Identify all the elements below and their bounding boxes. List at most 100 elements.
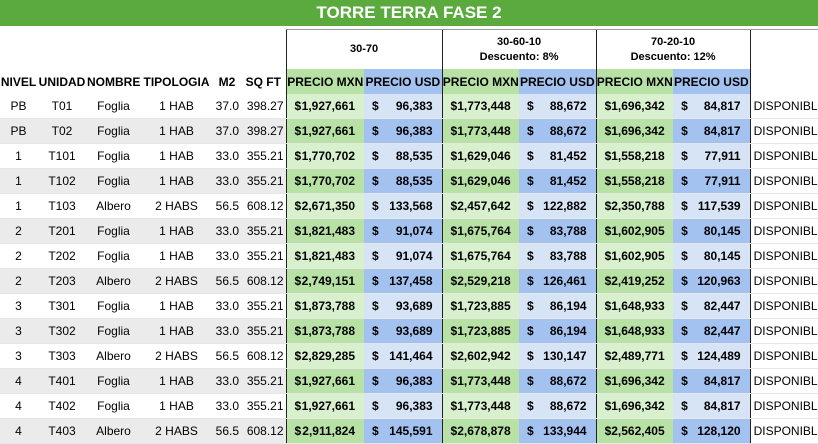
cell-precio-mxn: $1,696,342 (595, 94, 674, 119)
currency-symbol: $ (450, 124, 458, 138)
cell-precio-mxn: $1,821,483 (285, 243, 365, 269)
price-value: 133,568 (389, 199, 433, 213)
cell-sqft: 355.21 (241, 168, 287, 194)
price-value: 84,817 (703, 374, 741, 388)
price-value: 96,383 (395, 374, 433, 388)
cell-precio-usd: $88,535 (364, 168, 443, 194)
table-row: 1 T102 Foglia 1 HAB 33.0 355.21 $1,770,702 $88,… (0, 168, 818, 194)
cell-sqft: 608.12 (241, 343, 287, 369)
currency-symbol: $ (604, 149, 612, 163)
table-row: 1 T101 Foglia 1 HAB 33.0 355.21 $1,770,702 $88,… (0, 143, 818, 169)
cell-tipologia: 1 HAB (140, 243, 213, 269)
cell-precio-usd: $83,788 (519, 218, 597, 244)
cell-nombre: Albero (87, 343, 140, 369)
price-value: 1,927,661 (301, 124, 356, 138)
group-70-20-10: 70-20-10 Descuento: 12% (595, 29, 751, 69)
cell-precio-usd: $80,145 (673, 218, 751, 244)
cell-estado: DISPONIBLE (749, 118, 818, 144)
currency-symbol: $ (450, 274, 458, 288)
cell-precio-usd: $81,452 (519, 168, 597, 194)
cell-precio-usd: $96,383 (364, 118, 443, 144)
currency-symbol: $ (527, 99, 534, 113)
price-value: 1,629,046 (457, 149, 511, 163)
cell-m2: 56.5 (213, 193, 241, 219)
cell-unidad: T301 (37, 293, 87, 319)
currency-symbol: $ (527, 249, 534, 263)
cell-nombre: Foglia (87, 168, 140, 194)
currency-symbol: $ (294, 224, 302, 238)
price-value: 1,773,448 (457, 124, 511, 138)
group-header-row: 30-70 30-60-10 Descuento: 8% 70-20-10 De… (0, 29, 818, 69)
cell-tipologia: 1 HAB (140, 168, 213, 194)
cell-precio-usd: $84,817 (673, 118, 751, 144)
cell-m2: 56.5 (213, 418, 241, 444)
cell-precio-mxn: $1,696,342 (595, 393, 674, 419)
cell-unidad: T302 (37, 318, 87, 344)
cell-precio-usd: $83,788 (519, 243, 597, 269)
cell-nivel: 1 (0, 193, 37, 219)
cell-unidad: T103 (37, 193, 87, 219)
price-value: 91,074 (395, 249, 433, 263)
currency-symbol: $ (372, 349, 379, 363)
price-value: 117,539 (697, 199, 741, 213)
price-value: 86,194 (549, 324, 587, 338)
cell-precio-mxn: $1,873,788 (285, 318, 365, 344)
cell-tipologia: 1 HAB (140, 94, 213, 119)
cell-m2: 56.5 (213, 268, 241, 294)
cell-precio-usd: $124,489 (673, 343, 751, 369)
cell-sqft: 355.21 (241, 368, 287, 394)
currency-symbol: $ (604, 199, 612, 213)
cell-sqft: 398.27 (241, 118, 287, 144)
header-precio-mxn: PRECIO MXN (441, 69, 520, 94)
currency-symbol: $ (604, 224, 612, 238)
cell-m2: 33.0 (213, 393, 241, 419)
currency-symbol: $ (527, 124, 534, 138)
price-value: 1,773,448 (457, 99, 511, 113)
currency-symbol: $ (450, 349, 458, 363)
currency-symbol: $ (527, 349, 534, 363)
cell-nombre: Albero (87, 268, 140, 294)
cell-tipologia: 1 HAB (140, 143, 213, 169)
unit-rows: PB T01 Foglia 1 HAB 37.0 398.27 $1,927,661 $96,… (0, 94, 818, 444)
cell-precio-usd: $145,591 (364, 418, 443, 444)
currency-symbol: $ (604, 124, 612, 138)
currency-symbol: $ (294, 149, 302, 163)
currency-symbol: $ (604, 324, 612, 338)
cell-nombre: Foglia (87, 218, 140, 244)
price-value: 1,927,661 (301, 374, 356, 388)
cell-nivel: PB (0, 94, 37, 119)
price-value: 2,350,788 (611, 199, 665, 213)
cell-precio-usd: $88,672 (519, 118, 597, 144)
group-label: 70-20-10 (651, 35, 696, 48)
price-value: 2,829,285 (301, 349, 356, 363)
cell-unidad: T02 (37, 118, 87, 144)
group-label: 30-60-10 (497, 35, 542, 48)
price-value: 84,817 (703, 99, 741, 113)
cell-unidad: T303 (37, 343, 87, 369)
price-value: 1,558,218 (611, 149, 665, 163)
cell-nombre: Foglia (87, 293, 140, 319)
cell-precio-usd: $120,963 (673, 268, 751, 294)
price-value: 1,602,905 (611, 224, 665, 238)
price-value: 81,452 (549, 174, 587, 188)
price-value: 1,821,483 (301, 249, 356, 263)
price-value: 83,788 (549, 224, 587, 238)
currency-symbol: $ (604, 374, 612, 388)
price-value: 1,696,342 (611, 399, 665, 413)
cell-m2: 33.0 (213, 168, 241, 194)
currency-symbol: $ (450, 324, 458, 338)
cell-sqft: 355.21 (241, 293, 287, 319)
currency-symbol: $ (372, 124, 379, 138)
cell-nombre: Foglia (87, 368, 140, 394)
currency-symbol: $ (527, 374, 534, 388)
cell-precio-usd: $130,147 (519, 343, 597, 369)
cell-precio-usd: $117,539 (673, 193, 751, 219)
currency-symbol: $ (681, 274, 688, 288)
currency-symbol: $ (681, 124, 688, 138)
cell-precio-mxn: $2,911,824 (285, 418, 365, 444)
header-precio-usd: PRECIO USD (519, 69, 597, 94)
cell-nivel: 1 (0, 168, 37, 194)
cell-nivel: 3 (0, 293, 37, 319)
cell-sqft: 608.12 (241, 268, 287, 294)
currency-symbol: $ (450, 174, 458, 188)
